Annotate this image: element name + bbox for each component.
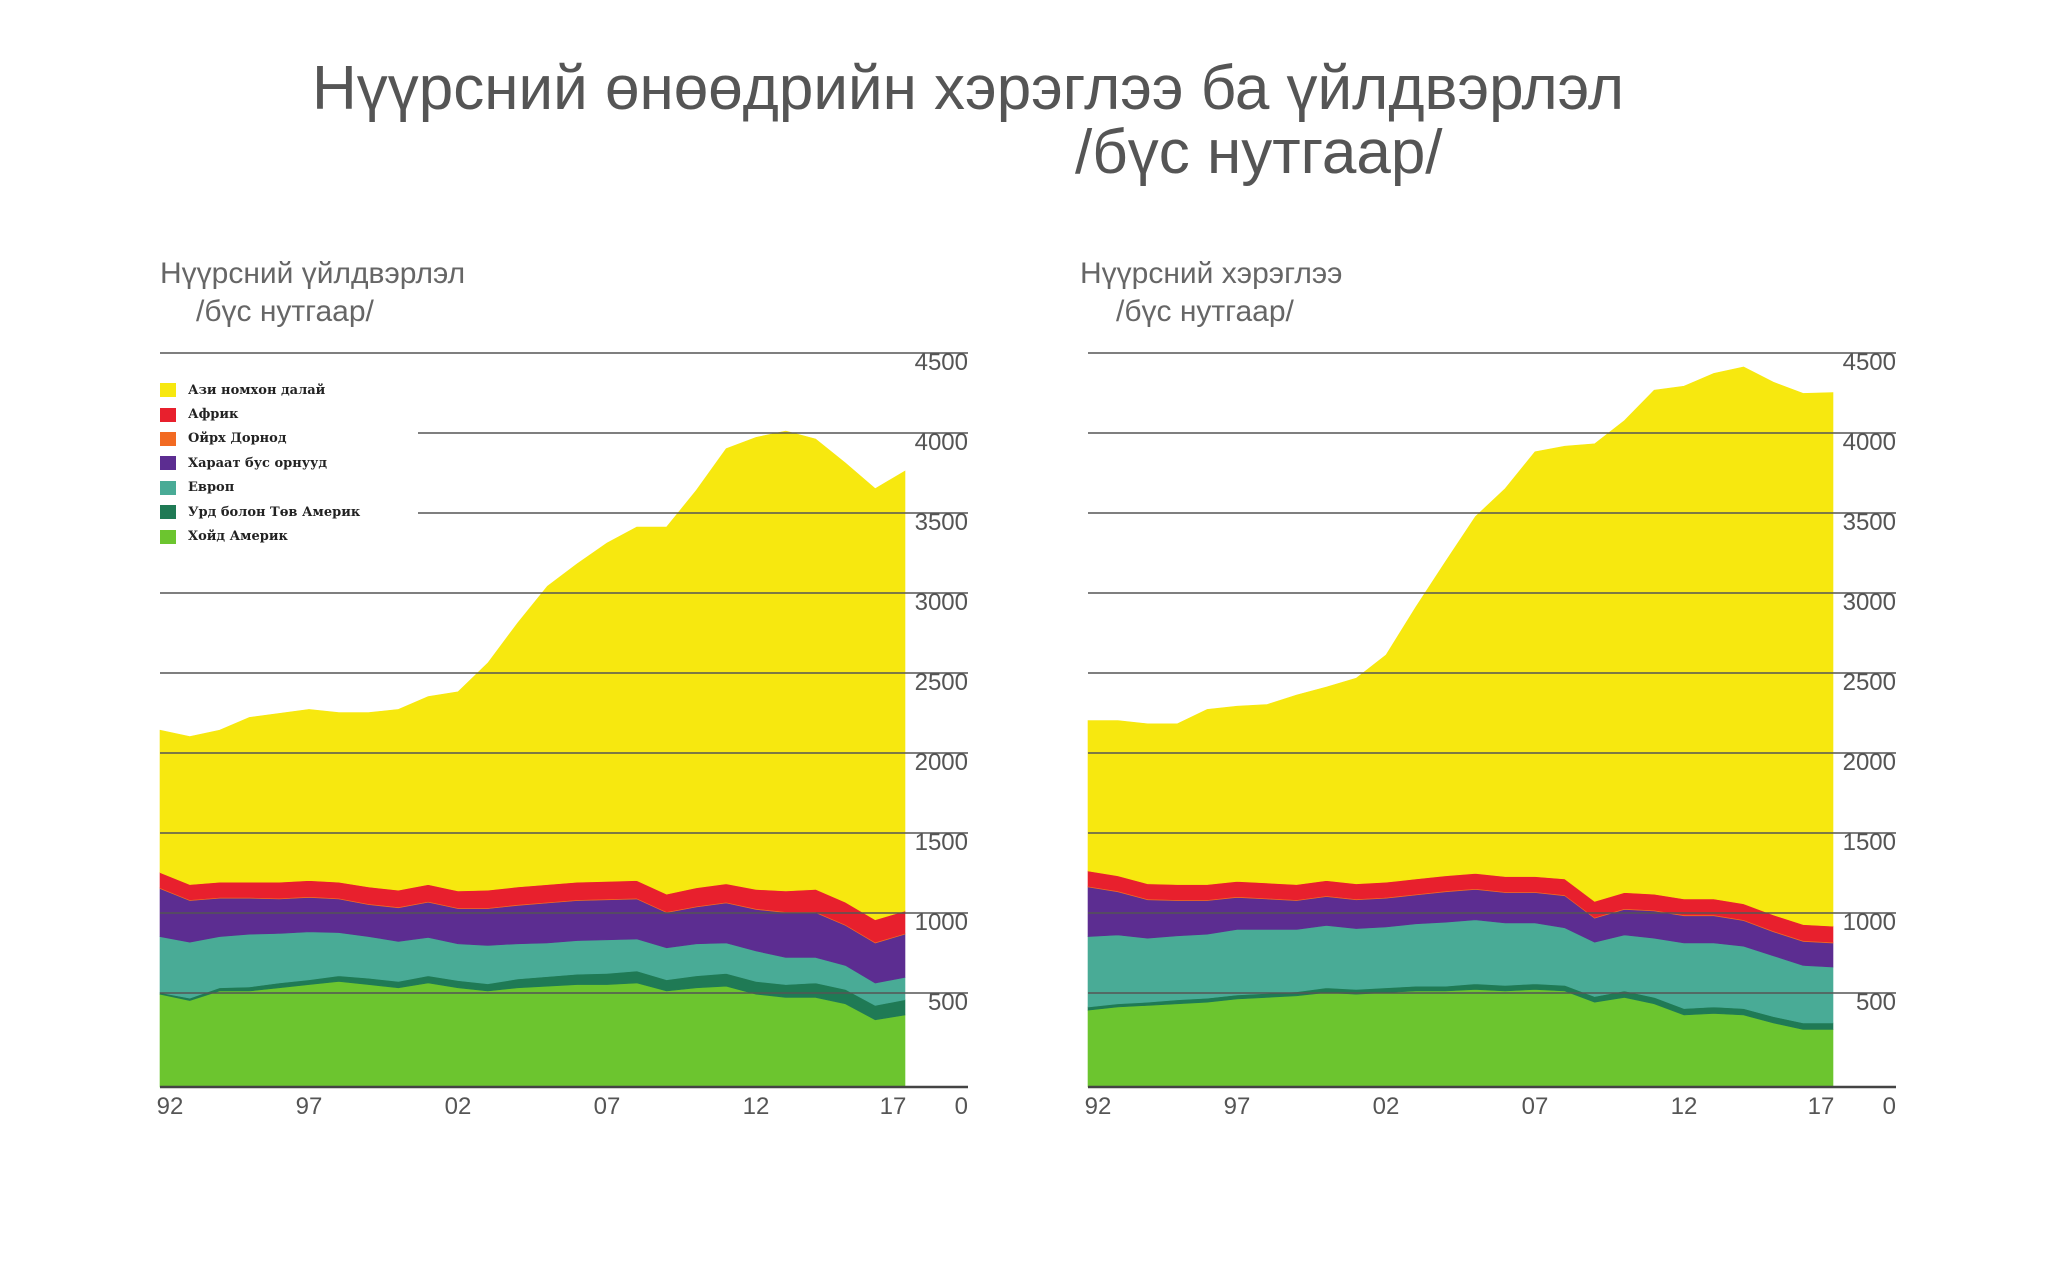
legend-label: Ази номхон далай <box>188 382 326 398</box>
legend-item: Хараат бус орнууд <box>160 451 360 475</box>
legend-swatch <box>160 431 176 446</box>
x-tick-label: 17 <box>880 1093 907 1120</box>
chart-1: 4500 4000 3500 3000 2500 2000 1500 1000 500 0 92 97… <box>1085 349 1896 1120</box>
area-series-6 <box>159 430 906 921</box>
y-tick-label: 500 <box>928 989 968 1016</box>
consumption-chart-subtitle: /бүс нутгаар/ <box>1116 295 1294 328</box>
y-tick-label: 1000 <box>915 909 968 936</box>
legend-label: Ойрх Дорнод <box>188 431 287 447</box>
legend-item: Африк <box>160 402 360 426</box>
y-tick-label: 3500 <box>1843 509 1896 536</box>
legend-label: Хараат бус орнууд <box>188 455 328 471</box>
y-tick-label: 4500 <box>1843 349 1896 376</box>
legend-item: Ази номхон далай <box>160 378 360 402</box>
legend-item: Ойрх Дорнод <box>160 427 360 451</box>
area-series-6 <box>1087 366 1834 927</box>
y-tick-label: 2000 <box>1843 749 1896 776</box>
chart-0: 4500 4000 3500 3000 2500 2000 1500 1000 500 0 92 97… <box>157 349 968 1120</box>
y-tick-label: 0 <box>1883 1093 1896 1120</box>
production-chart-subtitle: /бүс нутгаар/ <box>196 295 374 328</box>
legend-label: Хойд Америк <box>188 529 288 545</box>
legend-item: Европ <box>160 476 360 500</box>
page-title-line1: Нүүрсний өнөөдрийн хэрэглээ ба үйлдвэрлэ… <box>312 54 1625 123</box>
y-tick-label: 4500 <box>915 349 968 376</box>
x-tick-label: 97 <box>1224 1093 1251 1120</box>
legend-item: Хойд Америк <box>160 524 360 548</box>
y-tick-label: 0 <box>955 1093 968 1120</box>
x-tick-label: 92 <box>157 1093 184 1120</box>
y-tick-label: 1500 <box>915 829 968 856</box>
x-tick-label: 02 <box>1373 1093 1400 1120</box>
y-tick-label: 2000 <box>915 749 968 776</box>
y-tick-label: 4000 <box>915 429 968 456</box>
x-tick-label: 02 <box>445 1093 472 1120</box>
legend-swatch <box>160 383 176 398</box>
x-tick-label: 07 <box>1522 1093 1549 1120</box>
legend-swatch <box>160 456 176 471</box>
legend-swatch <box>160 529 176 544</box>
consumption-chart-title: Нүүрсний хэрэглээ /бүс нутгаар/ <box>1080 255 1342 331</box>
legend-swatch <box>160 407 176 422</box>
legend-label: Европ <box>188 480 235 496</box>
legend-label: Урд болон Төв Америк <box>188 504 361 520</box>
y-tick-label: 1000 <box>1843 909 1896 936</box>
y-tick-label: 1500 <box>1843 829 1896 856</box>
y-tick-label: 2500 <box>1843 669 1896 696</box>
y-tick-label: 500 <box>1856 989 1896 1016</box>
y-tick-label: 3500 <box>915 509 968 536</box>
x-tick-label: 92 <box>1085 1093 1112 1120</box>
x-tick-label: 97 <box>296 1093 323 1120</box>
y-tick-label: 3000 <box>915 589 968 616</box>
production-chart-title-main: Нүүрсний үйлдвэрлэл <box>160 257 466 290</box>
y-tick-label: 3000 <box>1843 589 1896 616</box>
y-tick-label: 2500 <box>915 669 968 696</box>
page-title-line2: /бүс нутгаар/ <box>1075 118 1443 187</box>
legend: Ази номхон далай Африк Ойрх Дорнод Хараат б… <box>160 378 360 549</box>
x-tick-label: 12 <box>1671 1093 1698 1120</box>
legend-label: Африк <box>188 407 239 423</box>
x-tick-label: 07 <box>594 1093 621 1120</box>
legend-swatch <box>160 480 176 495</box>
x-tick-label: 12 <box>743 1093 770 1120</box>
consumption-chart-title-main: Нүүрсний хэрэглээ <box>1080 257 1343 290</box>
legend-item: Урд болон Төв Америк <box>160 500 360 524</box>
legend-swatch <box>160 505 176 520</box>
production-chart-title: Нүүрсний үйлдвэрлэл /бүс нутгаар/ <box>160 255 465 331</box>
x-tick-label: 17 <box>1808 1093 1835 1120</box>
y-tick-label: 4000 <box>1843 429 1896 456</box>
